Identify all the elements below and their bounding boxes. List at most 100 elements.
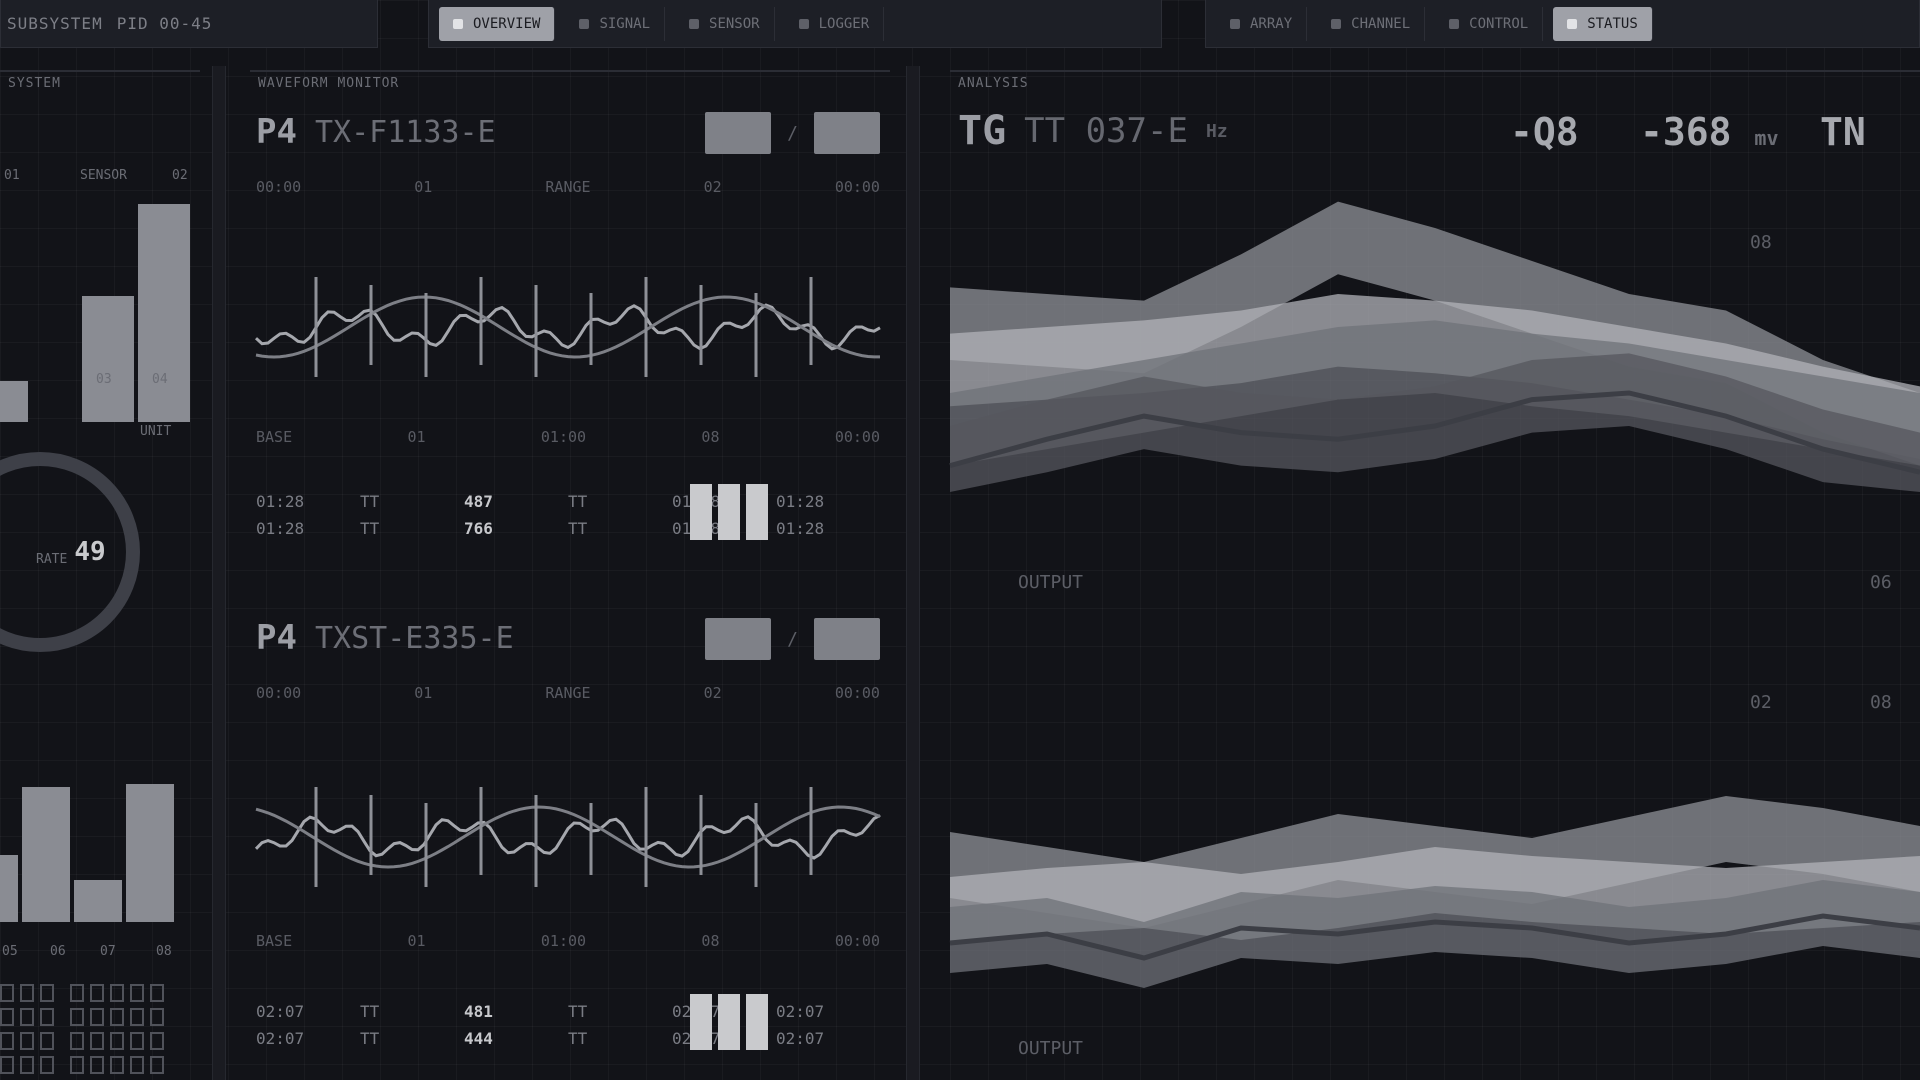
signal-strength-icon [690,484,768,540]
status-cell [90,1008,104,1026]
tab-dot-icon [579,18,590,29]
tab-control[interactable]: CONTROL [1435,6,1544,41]
prev-button[interactable] [705,618,772,660]
status-cell [40,1032,54,1050]
subsystem-label: SUBSYSTEM [7,14,103,33]
label-sensor: SENSOR [80,168,127,183]
readout-tn: TN [1820,110,1866,154]
output-label: OUTPUT [1018,1038,1084,1059]
tab-status[interactable]: STATUS [1553,6,1653,41]
status-cell [90,1056,104,1074]
status-cell [90,1032,104,1050]
pid-label: PID 00-45 [116,14,213,33]
trend-line [949,390,1920,475]
waveform-controls: / [705,618,880,660]
analysis-panel: ANALYSIS TG TT 037-E Hz -Q8 -368 mv TN O… [949,70,1920,1080]
tab-logger[interactable]: LOGGER [785,6,885,41]
waveform-section-title: P4 TX-F1133-E [256,112,496,152]
rate-gauge: 49 [0,452,140,652]
tab-dot-icon [1331,18,1342,29]
status-cell [20,984,34,1002]
trend-line [949,913,1920,961]
label-unit: UNIT [140,424,172,439]
status-matrix-left [0,984,54,1074]
status-cell [70,1008,84,1026]
level-bars-top [0,192,190,422]
status-cell [150,1056,164,1074]
panel-divider[interactable] [212,66,226,1080]
status-cell [130,984,144,1002]
output-label: OUTPUT [1018,572,1084,593]
label-02: 02 [172,168,188,183]
status-cell [20,1056,34,1074]
status-cell [90,984,104,1002]
waveform-stats: 02:07 TT 481 TT 02:07 02:07 02:07 TT 444… [256,1002,825,1048]
status-cell [130,1056,144,1074]
level-bar [22,787,70,922]
area-series-2 [950,880,1920,988]
status-cell [70,984,84,1002]
analysis-title: TG TT 037-E Hz [958,108,1228,154]
status-cell [150,1032,164,1050]
subsystem-label-group: SUBSYSTEM PID 00-45 [0,0,378,48]
level-bar [0,380,28,422]
label-04: 04 [152,372,168,387]
tick-label: 08 [1750,232,1772,253]
tab-overview[interactable]: OVERVIEW [439,6,556,41]
status-cell [110,1032,124,1050]
prev-button[interactable] [705,112,772,154]
rate-gauge-value: 49 [74,537,106,567]
analysis-area-chart-2 [949,796,1920,988]
label-08: 08 [156,944,172,959]
label-06: 06 [50,944,66,959]
tab-sensor[interactable]: SENSOR [675,6,775,41]
tab-dot-icon [689,18,700,29]
next-button[interactable] [814,618,880,660]
status-cell [0,1032,14,1050]
waveform-meta-bottom: BASE 01 01:00 08 00:00 [256,428,880,446]
label-03: 03 [96,372,112,387]
status-cell [70,1032,84,1050]
status-cell [0,1056,14,1074]
tab-dot-icon [798,18,809,29]
signal-strength-icon [690,994,768,1050]
top-bar: SUBSYSTEM PID 00-45 OVERVIEW SIGNAL SENS… [0,0,1920,60]
status-cell [40,1008,54,1026]
waveform-meta-bottom: BASE 01 01:00 08 00:00 [256,932,880,950]
analysis-area-chart-1 [949,201,1920,492]
tab-channel[interactable]: CHANNEL [1317,6,1426,41]
waveform-chart-1 [254,277,881,377]
tick-label: 08 [1870,692,1892,713]
status-cell [130,1032,144,1050]
status-cell [110,1056,124,1074]
status-cell [130,1008,144,1026]
label-05: 05 [2,944,18,959]
tab-signal[interactable]: SIGNAL [565,6,666,41]
left-panel: SYSTEM 01 SENSOR 02 03 04 UNIT 49 RATE 0… [0,70,200,1080]
waveform-trace [255,295,880,359]
panel-divider[interactable] [906,66,920,1080]
panel-title: ANALYSIS [958,76,1029,91]
readout-mv: -368 mv [1640,110,1779,154]
status-cell [0,984,14,1002]
label-07: 07 [100,944,116,959]
tab-array[interactable]: ARRAY [1216,6,1308,41]
status-cell [110,984,124,1002]
status-cell [150,984,164,1002]
tab-dot-icon [453,18,463,29]
status-cell [70,1056,84,1074]
waveform-panel: WAVEFORM MONITOR P4 TX-F1133-E / 00:00 0… [250,70,890,1080]
level-bar [74,880,122,922]
area-series-1 [950,294,1920,459]
level-bar [82,295,134,422]
tick-label: 02 [1750,692,1772,713]
panel-title: SYSTEM [8,76,61,91]
level-bar [138,203,190,422]
tab-dot-icon [1230,18,1240,29]
waveform-section-title: P4 TXST-E335-E [256,618,514,658]
next-button[interactable] [814,112,880,154]
level-bar [126,784,174,922]
tab-group-primary: OVERVIEW SIGNAL SENSOR LOGGER [428,0,1162,48]
level-bars-bottom [0,772,174,922]
waveform-meta-top: 00:00 01 RANGE 02 00:00 [256,178,880,196]
